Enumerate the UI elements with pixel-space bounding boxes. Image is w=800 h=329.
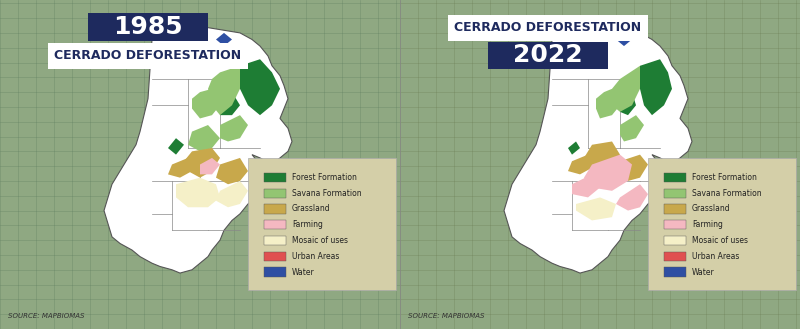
Bar bbox=[264, 236, 286, 245]
Text: Urban Areas: Urban Areas bbox=[692, 252, 739, 261]
Text: Forest Formation: Forest Formation bbox=[692, 173, 757, 182]
Polygon shape bbox=[616, 33, 632, 46]
Polygon shape bbox=[504, 23, 692, 273]
Polygon shape bbox=[240, 59, 280, 115]
Text: Savana Formation: Savana Formation bbox=[292, 189, 362, 198]
Text: Mosaic of uses: Mosaic of uses bbox=[292, 236, 348, 245]
Polygon shape bbox=[192, 89, 220, 118]
Bar bbox=[264, 252, 286, 261]
FancyBboxPatch shape bbox=[488, 42, 608, 69]
Polygon shape bbox=[584, 155, 632, 191]
FancyBboxPatch shape bbox=[248, 158, 396, 290]
Bar bbox=[264, 267, 286, 277]
Polygon shape bbox=[216, 33, 232, 46]
Text: SOURCE: MAPBIOMAS: SOURCE: MAPBIOMAS bbox=[408, 313, 485, 319]
Text: Forest Formation: Forest Formation bbox=[292, 173, 357, 182]
Polygon shape bbox=[168, 158, 192, 178]
Text: 1985: 1985 bbox=[113, 15, 183, 39]
FancyBboxPatch shape bbox=[648, 158, 796, 290]
Polygon shape bbox=[168, 138, 184, 155]
Bar bbox=[264, 173, 286, 182]
Polygon shape bbox=[576, 197, 616, 220]
Polygon shape bbox=[176, 178, 220, 207]
Bar bbox=[264, 189, 286, 198]
Bar bbox=[664, 252, 686, 261]
Polygon shape bbox=[612, 66, 640, 112]
Polygon shape bbox=[620, 92, 636, 115]
Polygon shape bbox=[216, 181, 248, 207]
Polygon shape bbox=[220, 115, 248, 141]
Text: Mosaic of uses: Mosaic of uses bbox=[692, 236, 748, 245]
Text: Savana Formation: Savana Formation bbox=[692, 189, 762, 198]
FancyBboxPatch shape bbox=[88, 13, 208, 41]
Polygon shape bbox=[216, 158, 248, 184]
Text: Urban Areas: Urban Areas bbox=[292, 252, 339, 261]
Bar bbox=[664, 173, 686, 182]
Text: Farming: Farming bbox=[692, 220, 723, 229]
Polygon shape bbox=[616, 184, 648, 211]
Text: Grassland: Grassland bbox=[292, 204, 330, 214]
Bar bbox=[664, 267, 686, 277]
Text: Water: Water bbox=[292, 267, 314, 277]
Polygon shape bbox=[620, 115, 644, 141]
Polygon shape bbox=[104, 23, 292, 273]
Text: CERRADO DEFORESTATION: CERRADO DEFORESTATION bbox=[54, 49, 242, 62]
Polygon shape bbox=[572, 174, 600, 197]
Polygon shape bbox=[220, 92, 240, 115]
Text: Farming: Farming bbox=[292, 220, 323, 229]
Bar bbox=[664, 220, 686, 229]
Bar bbox=[264, 204, 286, 214]
Polygon shape bbox=[616, 155, 648, 181]
Bar bbox=[664, 236, 686, 245]
Text: 2022: 2022 bbox=[513, 43, 583, 67]
Polygon shape bbox=[640, 59, 672, 115]
Polygon shape bbox=[568, 141, 580, 155]
Bar bbox=[664, 204, 686, 214]
Bar bbox=[264, 220, 286, 229]
FancyBboxPatch shape bbox=[448, 15, 648, 41]
Bar bbox=[664, 189, 686, 198]
FancyBboxPatch shape bbox=[48, 43, 248, 69]
Text: SOURCE: MAPBIOMAS: SOURCE: MAPBIOMAS bbox=[8, 313, 85, 319]
Polygon shape bbox=[200, 158, 220, 174]
Text: Water: Water bbox=[692, 267, 714, 277]
Polygon shape bbox=[596, 89, 620, 118]
Text: Grassland: Grassland bbox=[692, 204, 730, 214]
Polygon shape bbox=[184, 148, 220, 178]
Text: CERRADO DEFORESTATION: CERRADO DEFORESTATION bbox=[454, 21, 642, 34]
Polygon shape bbox=[208, 66, 240, 115]
Polygon shape bbox=[584, 141, 620, 174]
Polygon shape bbox=[188, 125, 220, 151]
Polygon shape bbox=[568, 155, 592, 174]
